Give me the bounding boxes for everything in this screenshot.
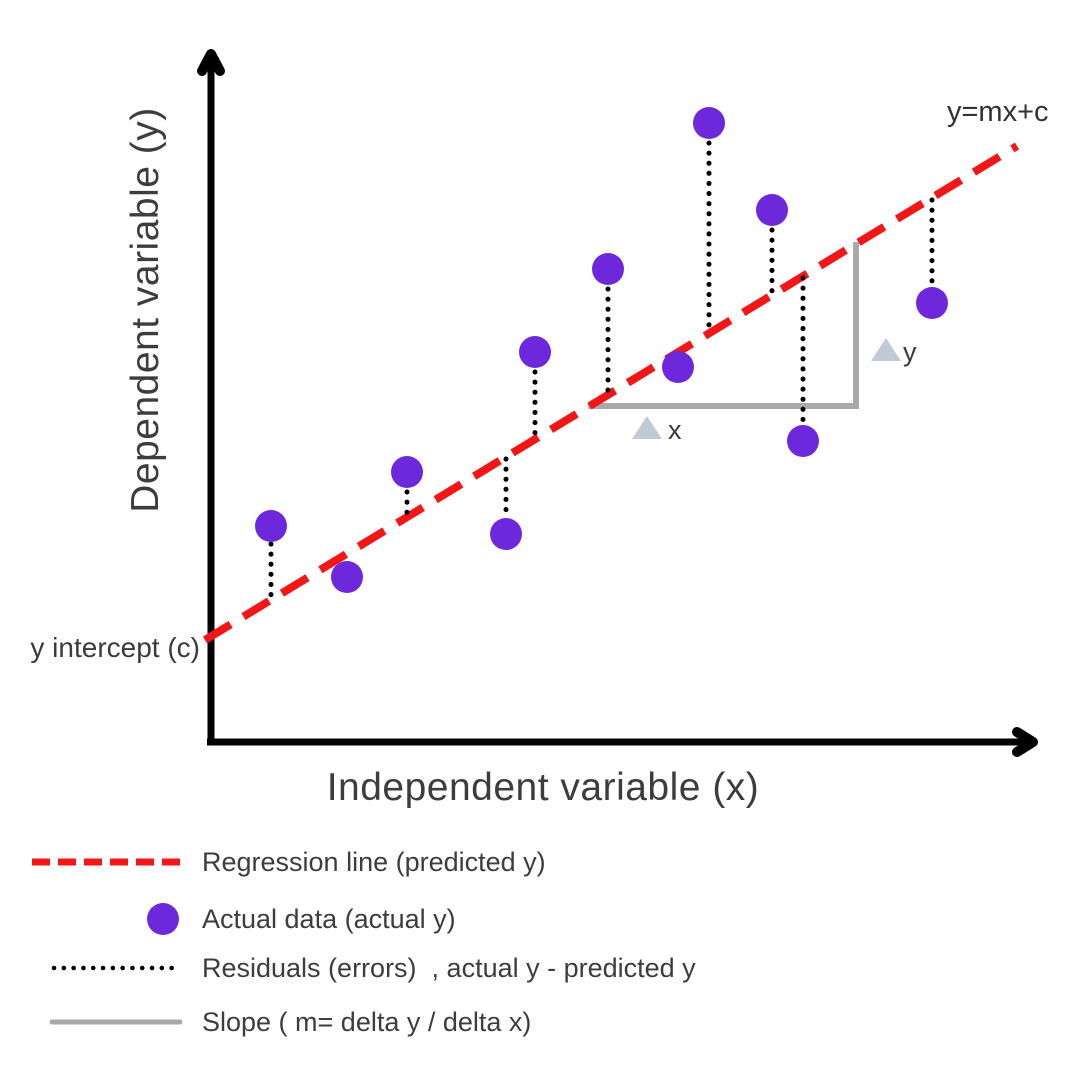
legend-label-regression-line: Regression line (predicted y)	[202, 847, 546, 877]
x-axis-arrowhead-icon	[1012, 727, 1038, 757]
legend-label-slope: Slope ( m= delta y / delta x)	[202, 1007, 531, 1037]
slope-triangle-lines	[588, 242, 859, 409]
y-intercept-label: y intercept (c)	[30, 632, 200, 663]
legend-label-actual-data: Actual data (actual y)	[202, 904, 456, 934]
data-point	[787, 425, 819, 457]
x-axis-label: Independent variable (x)	[327, 766, 760, 809]
legend-swatch-actual-data	[147, 903, 179, 935]
equation-label: y=mx+c	[947, 96, 1049, 128]
y-axis-arrowhead-icon	[197, 49, 225, 76]
data-point	[255, 510, 287, 542]
data-point	[693, 107, 725, 139]
delta-x-triangle-icon	[632, 416, 662, 439]
data-point	[916, 287, 948, 319]
data-point	[592, 253, 624, 285]
delta-x-label: x	[668, 415, 682, 445]
delta-y-triangle-icon	[871, 338, 901, 361]
legend-label-residuals: Residuals (errors) , actual y - predicte…	[202, 953, 696, 983]
data-point	[519, 336, 551, 368]
y-axis-label: Dependent variable (y)	[124, 107, 167, 513]
delta-y-label: y	[903, 337, 917, 367]
data-point	[490, 518, 522, 550]
data-point	[331, 561, 363, 593]
regression-line	[202, 142, 1020, 644]
data-point	[662, 351, 694, 383]
data-point	[391, 456, 423, 488]
data-point	[756, 194, 788, 226]
